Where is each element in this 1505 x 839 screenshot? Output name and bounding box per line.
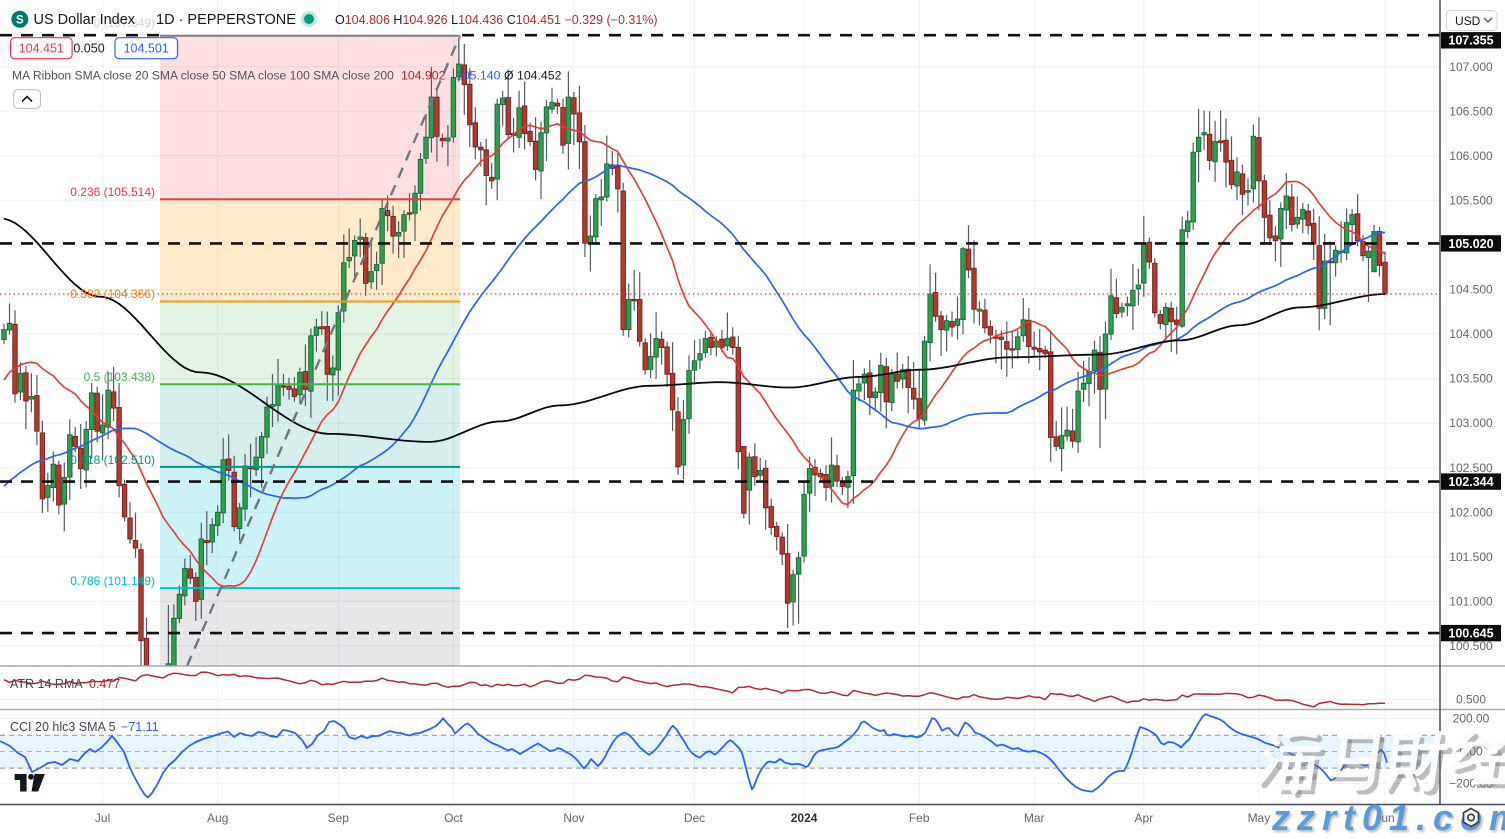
svg-text:102.500: 102.500: [1449, 461, 1493, 475]
svg-text:USD: USD: [1455, 14, 1481, 28]
svg-text:101.000: 101.000: [1449, 594, 1493, 608]
svg-text:100.500: 100.500: [1449, 639, 1493, 653]
svg-text:103.000: 103.000: [1449, 416, 1493, 430]
svg-text:0.050: 0.050: [73, 41, 104, 55]
svg-text:106.500: 106.500: [1449, 104, 1493, 118]
svg-text:104.000: 104.000: [1449, 327, 1493, 341]
svg-text:107.000: 107.000: [1449, 60, 1493, 74]
svg-text:104.451: 104.451: [19, 41, 64, 55]
svg-text:105.020: 105.020: [1448, 237, 1493, 251]
svg-text:S: S: [16, 14, 24, 26]
svg-text:Apr: Apr: [1134, 811, 1153, 825]
svg-text:2024: 2024: [791, 811, 818, 825]
svg-text:0.500: 0.500: [1456, 693, 1486, 707]
svg-text:0 (107.349): 0 (107.349): [94, 16, 155, 30]
svg-text:Nov: Nov: [563, 811, 584, 825]
svg-text:100.645: 100.645: [1448, 627, 1493, 641]
svg-text:0.5 (103.438): 0.5 (103.438): [84, 370, 155, 384]
svg-text:Sep: Sep: [328, 811, 350, 825]
svg-text:−71.11: −71.11: [121, 720, 159, 734]
svg-text:0.477: 0.477: [89, 677, 120, 691]
svg-text:Feb: Feb: [909, 811, 930, 825]
svg-text:ATR 14 RMA: ATR 14 RMA: [10, 677, 83, 691]
svg-text:0.618 (102.510): 0.618 (102.510): [70, 453, 155, 467]
svg-text:101.500: 101.500: [1449, 550, 1493, 564]
svg-text:103.500: 103.500: [1449, 372, 1493, 386]
svg-text:107.355: 107.355: [1448, 34, 1493, 48]
svg-text:Oct: Oct: [444, 811, 463, 825]
svg-text:MA Ribbon SMA close 20 SMA clo: MA Ribbon SMA close 20 SMA close 50 SMA …: [12, 69, 394, 83]
svg-text:Jul: Jul: [95, 811, 110, 825]
svg-text:104.501: 104.501: [124, 41, 169, 55]
svg-text:Mar: Mar: [1024, 811, 1045, 825]
svg-text:0.382 (104.366): 0.382 (104.366): [70, 287, 155, 301]
svg-text:Dec: Dec: [684, 811, 705, 825]
svg-text:Jun: Jun: [1375, 811, 1394, 825]
svg-text:1D · PEPPERSTONE: 1D · PEPPERSTONE: [156, 12, 296, 28]
svg-text:105.140: 105.140: [456, 69, 501, 83]
svg-text:104.500: 104.500: [1449, 283, 1493, 297]
svg-text:102.344: 102.344: [1448, 475, 1493, 489]
svg-text:O104.806 H104.926 L104.436 C10: O104.806 H104.926 L104.436 C104.451 −0.3…: [335, 13, 658, 27]
svg-text:0.786 (101.149): 0.786 (101.149): [70, 574, 155, 588]
svg-text:0.236 (105.514): 0.236 (105.514): [70, 185, 155, 199]
svg-text:May: May: [1248, 811, 1271, 825]
svg-text:102.000: 102.000: [1449, 505, 1493, 519]
svg-text:106.000: 106.000: [1449, 149, 1493, 163]
svg-text:Ø 104.452: Ø 104.452: [504, 69, 562, 83]
svg-text:Aug: Aug: [207, 811, 228, 825]
svg-text:200.00: 200.00: [1453, 711, 1490, 725]
svg-text:104.902: 104.902: [401, 69, 446, 83]
svg-text:105.500: 105.500: [1449, 193, 1493, 207]
svg-text:CCI 20 hlc3 SMA 5: CCI 20 hlc3 SMA 5: [10, 720, 116, 734]
svg-text:US Dollar Index: US Dollar Index: [34, 12, 136, 28]
